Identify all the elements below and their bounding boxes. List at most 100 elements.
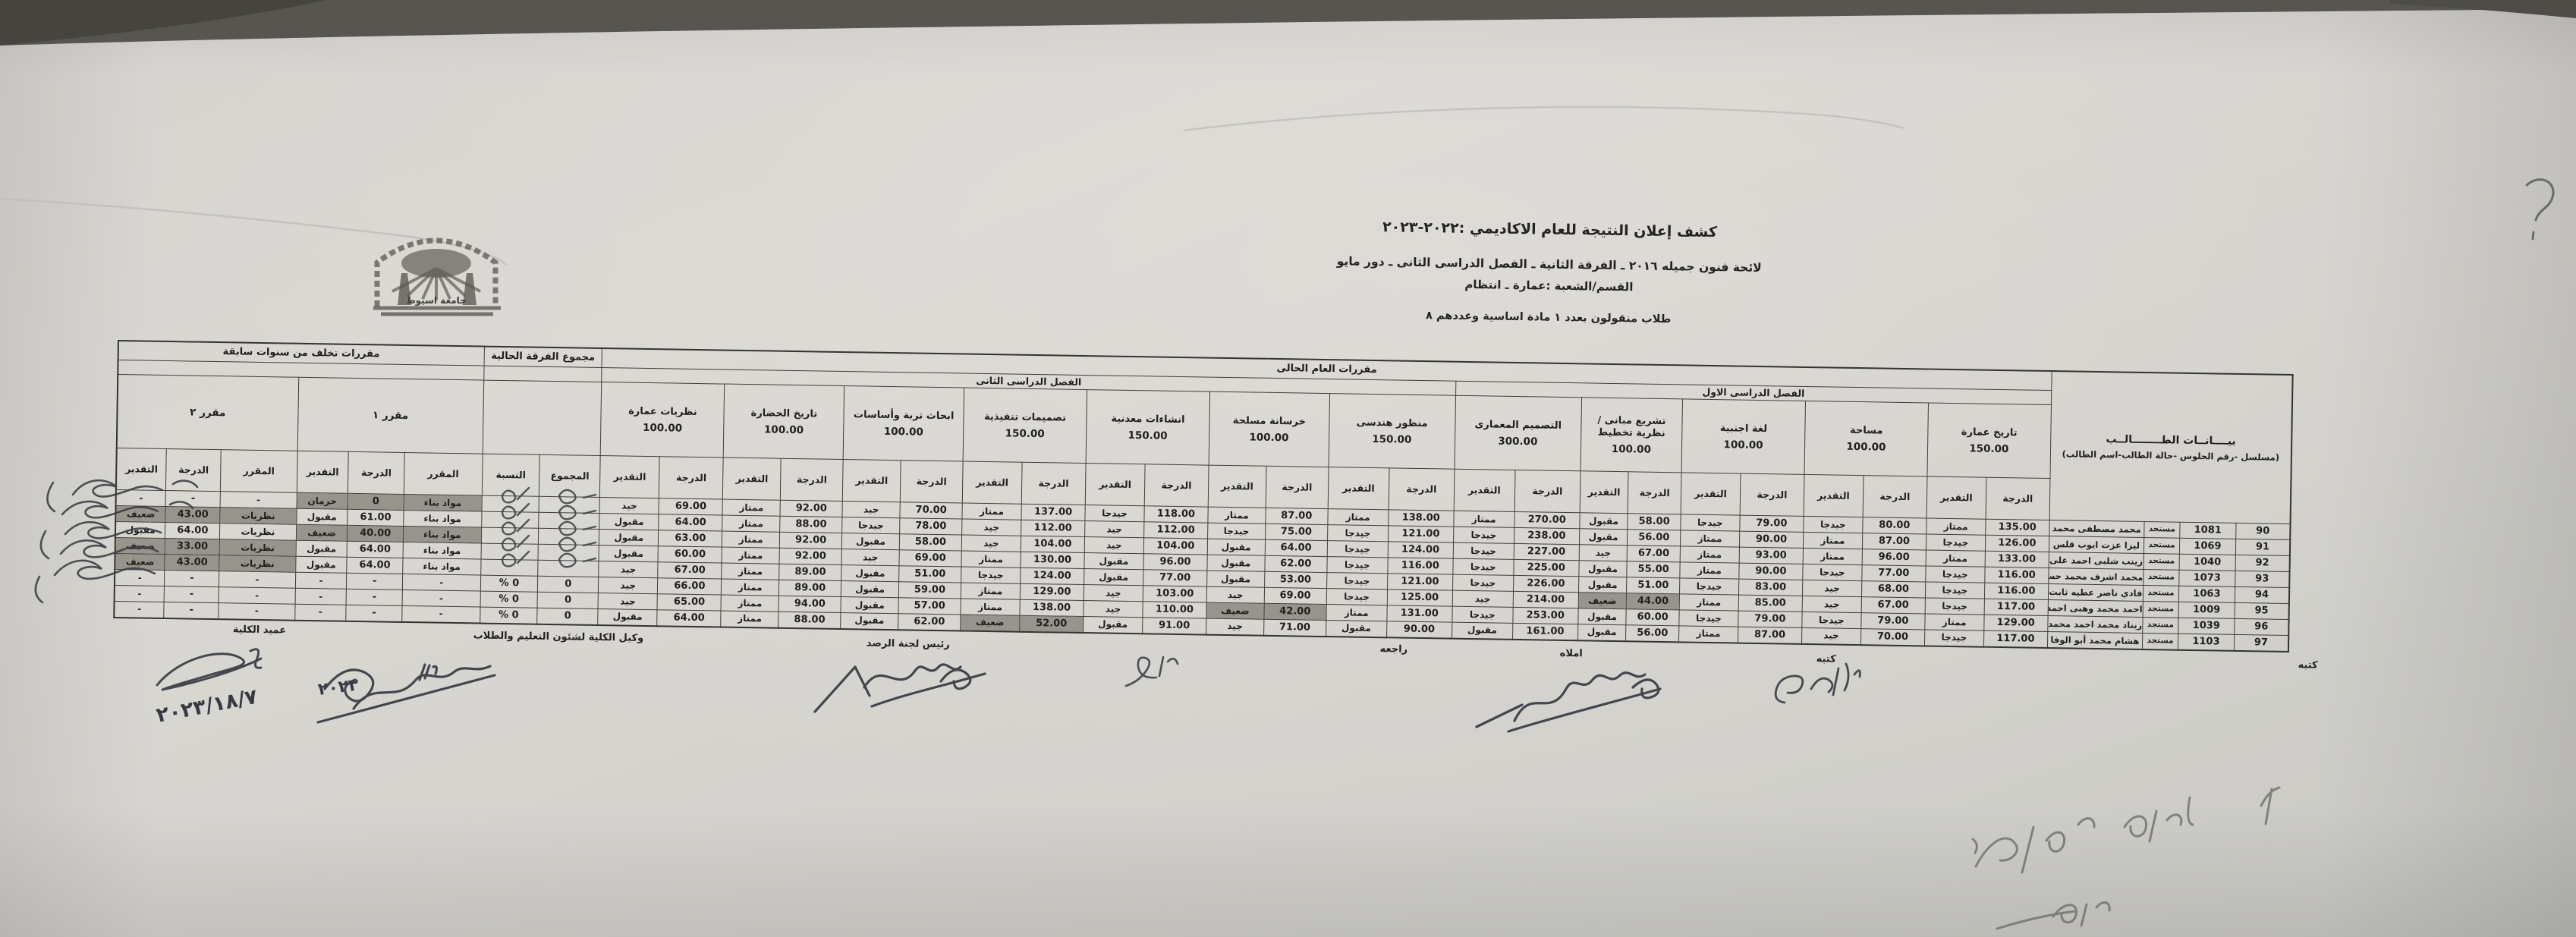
seat-number-cell: 1073 bbox=[2178, 570, 2235, 587]
evaluation-label: التقدير bbox=[1453, 469, 1515, 512]
grade-cell: 80.00 bbox=[1862, 517, 1926, 534]
backlog-grade-cell: - bbox=[346, 573, 403, 590]
subject-name: لغة اجنبية bbox=[1719, 423, 1768, 435]
backlog-course-cell: - bbox=[220, 491, 297, 509]
evaluation-cell: مقبول bbox=[1578, 560, 1628, 577]
regulation-line: لائحة فنون جميله ٢٠١٦ ـ الفرقة الثانية ـ… bbox=[1336, 254, 1762, 275]
grade-cell: 94.00 bbox=[778, 596, 841, 613]
grade-cell: 57.00 bbox=[898, 597, 961, 615]
evaluation-label: التقدير bbox=[1926, 476, 1986, 520]
grade-cell: 60.00 bbox=[1626, 608, 1680, 626]
evaluation-cell: ممتاز bbox=[1327, 508, 1389, 526]
footer-label: املاه bbox=[1559, 647, 1583, 660]
grade-cell: 79.00 bbox=[1739, 515, 1804, 533]
evaluation-cell: جيدجا bbox=[1453, 527, 1514, 544]
grade-label: الدرجة bbox=[1514, 470, 1581, 513]
seat-number-cell: 1069 bbox=[2179, 538, 2236, 555]
grade-cell: 71.00 bbox=[1263, 619, 1326, 637]
grade-cell: 69.00 bbox=[659, 498, 723, 516]
student-name-cell: هشام محمد أبو الوفا bbox=[2047, 631, 2143, 649]
subject-max-mark: 150.00 bbox=[1969, 442, 2009, 456]
backlog-course-cell: - bbox=[401, 605, 480, 624]
grade-cell: 90.00 bbox=[1739, 531, 1804, 549]
evaluation-cell: ضعيف bbox=[1206, 602, 1264, 620]
backlog-evaluation-cell: ضعيف bbox=[296, 524, 348, 542]
grade-cell: 42.00 bbox=[1263, 603, 1326, 621]
evaluation-cell: جيد bbox=[961, 519, 1021, 536]
grade-label: الدرجة bbox=[1628, 471, 1682, 514]
grade-label: الدرجة bbox=[1985, 477, 2050, 520]
grade-cell: 104.00 bbox=[1143, 537, 1208, 555]
evaluation-cell: مقبول bbox=[1578, 576, 1628, 593]
grade-label: الدرجة bbox=[1740, 473, 1804, 517]
subject-header: ابحاث تربة وأساسات 100.00 bbox=[843, 385, 964, 462]
grade-cell: 77.00 bbox=[1143, 569, 1207, 587]
backlog-grade-cell: - bbox=[345, 605, 403, 622]
percent-cell bbox=[481, 495, 539, 513]
grade-cell: 90.00 bbox=[1386, 621, 1452, 639]
grade-cell: 92.00 bbox=[780, 500, 843, 517]
grade-cell: 56.00 bbox=[1625, 624, 1679, 642]
grade-cell: 55.00 bbox=[1627, 561, 1681, 578]
evaluation-cell: ممتاز bbox=[1925, 549, 1986, 568]
subject-max-mark: 100.00 bbox=[1611, 443, 1652, 457]
evaluation-label: التقدير bbox=[842, 459, 901, 502]
evaluation-cell: جيدجا bbox=[1452, 542, 1514, 560]
grade-cell: 67.00 bbox=[1627, 545, 1681, 562]
footer-label: عميد الكلية bbox=[232, 624, 287, 637]
grade-cell: 117.00 bbox=[1983, 630, 2048, 648]
evaluation-cell: مقبول bbox=[1206, 555, 1265, 572]
subject-name: مساحة bbox=[1849, 424, 1883, 437]
grade-cell: 104.00 bbox=[1021, 536, 1085, 553]
seat-number-cell: 1103 bbox=[2178, 634, 2235, 651]
backlog-evaluation-cell: مقبول bbox=[115, 521, 166, 539]
evaluation-cell: جيدجا bbox=[1925, 565, 1985, 583]
status-cell: مستجد bbox=[2144, 521, 2181, 539]
evaluation-cell: ممتاز bbox=[1326, 604, 1387, 621]
footer-label: راجعه bbox=[1379, 643, 1408, 656]
total-cell: 0 bbox=[537, 576, 599, 593]
subject-header: تصميمات تنفيذية 150.00 bbox=[963, 388, 1087, 464]
evaluation-cell: مقبول bbox=[840, 612, 899, 630]
evaluation-label: التقدير bbox=[1327, 467, 1389, 510]
status-cell: مستجد bbox=[2143, 553, 2180, 571]
evaluation-cell: ممتاز bbox=[721, 595, 779, 612]
evaluation-cell: جيد bbox=[598, 577, 659, 594]
backlog-course-cell: مواد بناء bbox=[403, 510, 482, 528]
evaluation-cell: مقبول bbox=[841, 533, 900, 550]
backlog-course-cell: - bbox=[219, 586, 296, 605]
evaluation-label: التقدير bbox=[962, 461, 1023, 505]
grade-label: الدرجة bbox=[659, 456, 724, 500]
grade-cell: 125.00 bbox=[1386, 589, 1453, 607]
evaluation-cell: جيد bbox=[1206, 618, 1264, 636]
backlog-grade-cell: 43.00 bbox=[165, 506, 221, 524]
backlog-evaluation-cell: - bbox=[295, 572, 347, 590]
evaluation-cell: ممتاز bbox=[960, 598, 1021, 616]
subject-max-mark: 100.00 bbox=[763, 423, 804, 437]
evaluation-cell: ممتاز bbox=[1926, 517, 1986, 536]
subject-header: خرسانة مسلحة 100.00 bbox=[1208, 391, 1330, 467]
evaluation-cell: ممتاز bbox=[1679, 593, 1739, 612]
backlog-grade-cell: 0 bbox=[348, 493, 404, 511]
students-header-title: بيــــانــات الطــــــــالــب bbox=[2106, 432, 2236, 448]
grade-label: الدرجة bbox=[780, 458, 844, 502]
grade-cell: 62.00 bbox=[898, 613, 961, 630]
grade-cell: 225.00 bbox=[1513, 559, 1579, 577]
evaluation-cell: جيدجا bbox=[1326, 588, 1388, 605]
grade-cell: 133.00 bbox=[1984, 551, 2049, 568]
grade-cell: 51.00 bbox=[1626, 577, 1680, 594]
percent-cell: % 0 bbox=[480, 575, 539, 593]
evaluation-cell: جيدجا bbox=[1084, 505, 1145, 522]
evaluation-cell: جيدجا bbox=[1802, 564, 1862, 581]
evaluation-cell: جيد bbox=[841, 549, 900, 566]
evaluation-cell: مقبول bbox=[599, 545, 659, 562]
grade-cell: 131.00 bbox=[1386, 605, 1452, 623]
backlog-grade-cell: - bbox=[164, 586, 219, 603]
evaluation-cell: مقبول bbox=[599, 513, 659, 530]
total-label: المجموع bbox=[539, 454, 601, 498]
evaluation-cell: ضعيف bbox=[1577, 592, 1627, 609]
backlog-evaluation-cell: - bbox=[294, 604, 347, 621]
backlog-grade-cell: 40.00 bbox=[347, 525, 404, 542]
subject-header: التصميم المعمارى 300.00 bbox=[1454, 395, 1582, 471]
